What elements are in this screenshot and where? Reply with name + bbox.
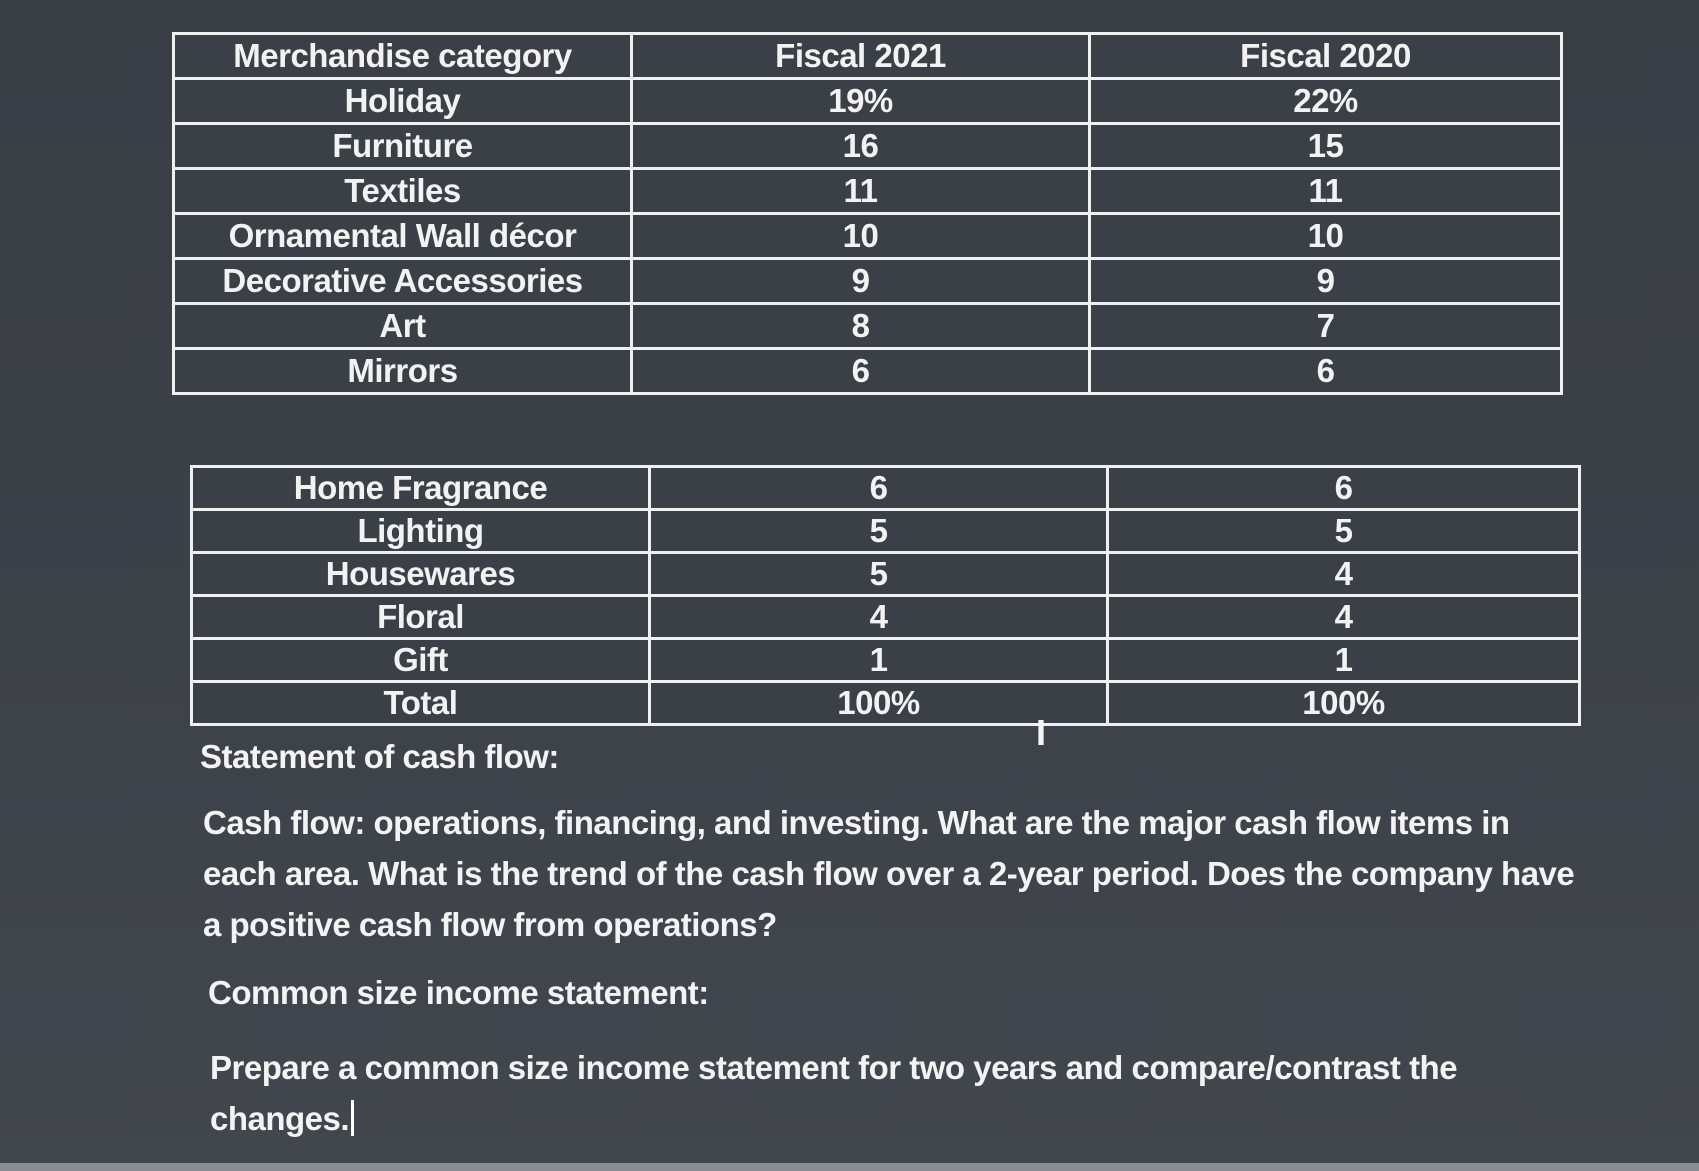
table-row: Gift 1 1 [190, 637, 1581, 683]
table-header-row: Merchandise category Fiscal 2021 Fiscal … [172, 32, 1563, 80]
total-fiscal-2021-cell[interactable]: 100% [648, 680, 1109, 726]
fiscal-2020-cell[interactable]: 7 [1088, 302, 1563, 350]
merchandise-table: Merchandise category Fiscal 2021 Fiscal … [172, 32, 1563, 395]
fiscal-2020-cell[interactable]: 6 [1106, 465, 1581, 511]
category-cell[interactable]: Textiles [172, 167, 633, 215]
table-row: Lighting 5 5 [190, 508, 1581, 554]
table-row: Mirrors 6 6 [172, 347, 1563, 395]
category-cell[interactable]: Housewares [190, 551, 651, 597]
common-size-heading[interactable]: Common size income statement: [208, 974, 709, 1011]
fiscal-2020-cell[interactable]: 6 [1088, 347, 1563, 395]
table-total-row: Total 100% 100% [190, 680, 1581, 726]
table-row: Holiday 19% 22% [172, 77, 1563, 125]
fiscal-2020-cell[interactable]: 10 [1088, 212, 1563, 260]
table-row: Textiles 11 11 [172, 167, 1563, 215]
fiscal-2021-cell[interactable]: 9 [630, 257, 1091, 305]
cash-flow-paragraph[interactable]: Cash flow: operations, financing, and in… [203, 804, 1575, 943]
category-cell[interactable]: Floral [190, 594, 651, 640]
fiscal-2021-cell[interactable]: 5 [648, 508, 1109, 554]
fiscal-2021-cell[interactable]: 5 [648, 551, 1109, 597]
taskbar [0, 1163, 1699, 1171]
fiscal-2020-cell[interactable]: 15 [1088, 122, 1563, 170]
fiscal-2021-cell[interactable]: 8 [630, 302, 1091, 350]
fiscal-2021-cell[interactable]: 16 [630, 122, 1091, 170]
category-cell[interactable]: Lighting [190, 508, 651, 554]
fiscal-2020-cell[interactable]: 4 [1106, 551, 1581, 597]
fiscal-2021-cell[interactable]: 1 [648, 637, 1109, 683]
category-cell[interactable]: Art [172, 302, 633, 350]
common-size-text: Prepare a common size income statement f… [210, 1049, 1458, 1137]
total-label-cell[interactable]: Total [190, 680, 651, 726]
fiscal-2020-cell[interactable]: 4 [1106, 594, 1581, 640]
fiscal-2021-cell[interactable]: 6 [630, 347, 1091, 395]
fiscal-2020-cell[interactable]: 1 [1106, 637, 1581, 683]
category-cell[interactable]: Holiday [172, 77, 633, 125]
fiscal-2021-cell[interactable]: 10 [630, 212, 1091, 260]
table-row: Floral 4 4 [190, 594, 1581, 640]
fiscal-2021-cell[interactable]: 6 [648, 465, 1109, 511]
table-row: Housewares 5 4 [190, 551, 1581, 597]
table-row: Decorative Accessories 9 9 [172, 257, 1563, 305]
fiscal-2020-cell[interactable]: 22% [1088, 77, 1563, 125]
category-cell[interactable]: Mirrors [172, 347, 633, 395]
table-row: Ornamental Wall décor 10 10 [172, 212, 1563, 260]
table-row: Furniture 16 15 [172, 122, 1563, 170]
text-cursor-icon: I [1036, 712, 1047, 753]
fiscal-2020-cell[interactable]: 9 [1088, 257, 1563, 305]
total-fiscal-2020-cell[interactable]: 100% [1106, 680, 1581, 726]
fiscal-2020-cell[interactable]: 11 [1088, 167, 1563, 215]
fiscal-2021-cell[interactable]: 4 [648, 594, 1109, 640]
category-cell[interactable]: Ornamental Wall décor [172, 212, 633, 260]
header-fiscal-2020[interactable]: Fiscal 2020 [1088, 32, 1563, 80]
fiscal-2021-cell[interactable]: 11 [630, 167, 1091, 215]
table-row: Home Fragrance 6 6 [190, 465, 1581, 511]
header-fiscal-2021[interactable]: Fiscal 2021 [630, 32, 1091, 80]
cash-flow-heading[interactable]: Statement of cash flow: [200, 738, 559, 775]
header-category[interactable]: Merchandise category [172, 32, 633, 80]
category-cell[interactable]: Decorative Accessories [172, 257, 633, 305]
fiscal-2020-cell[interactable]: 5 [1106, 508, 1581, 554]
category-cell[interactable]: Home Fragrance [190, 465, 651, 511]
text-caret [351, 1100, 355, 1136]
category-cell[interactable]: Furniture [172, 122, 633, 170]
fiscal-2021-cell[interactable]: 19% [630, 77, 1091, 125]
common-size-paragraph[interactable]: Prepare a common size income statement f… [210, 1042, 1590, 1144]
category-cell[interactable]: Gift [190, 637, 651, 683]
table-row: Art 8 7 [172, 302, 1563, 350]
merchandise-table-continued: Home Fragrance 6 6 Lighting 5 5 Housewar… [190, 465, 1581, 726]
